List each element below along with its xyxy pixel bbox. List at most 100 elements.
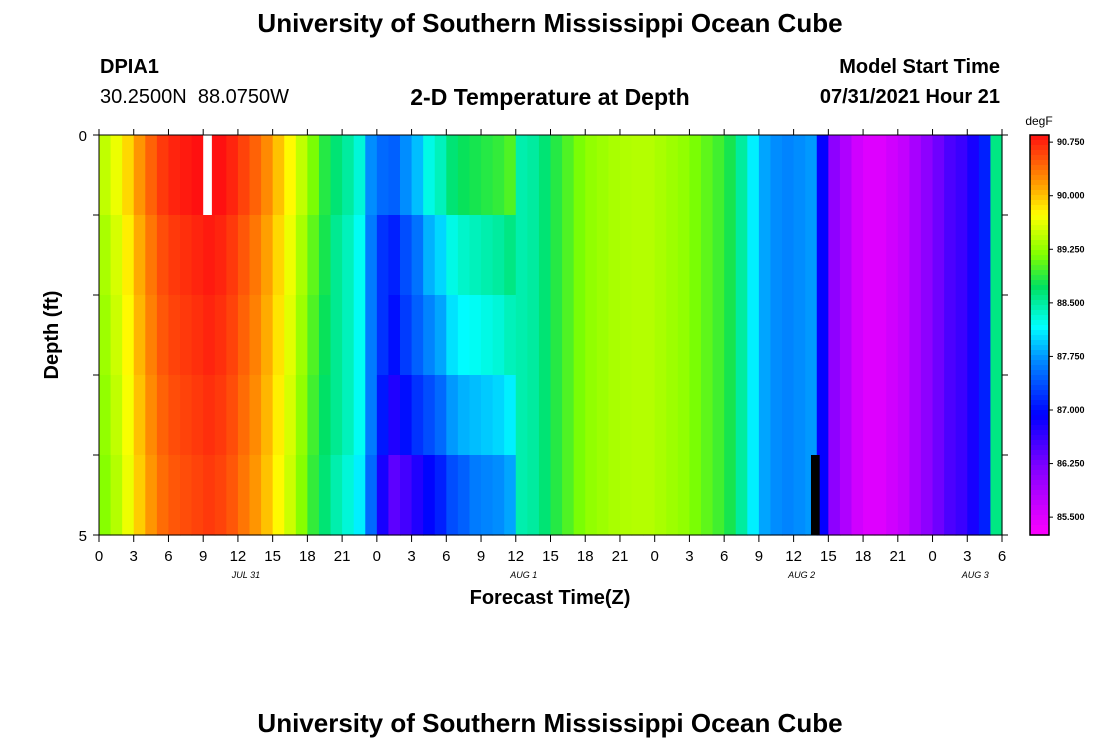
heatmap-cell: [828, 295, 841, 376]
colorbar-segment: [1030, 355, 1049, 361]
date-label: AUG 2: [787, 570, 815, 580]
colorbar-segment: [1030, 345, 1049, 351]
heatmap-cell: [886, 455, 899, 536]
heatmap-cell: [214, 375, 227, 456]
colorbar-segment: [1030, 405, 1049, 411]
heatmap-cell: [237, 295, 251, 376]
heatmap-cell: [457, 135, 471, 216]
heatmap-cell: [747, 295, 760, 376]
colorbar-segment: [1030, 185, 1049, 191]
heatmap-cell: [666, 375, 679, 456]
heatmap-cell: [920, 135, 934, 216]
colorbar-segment: [1030, 195, 1049, 201]
heatmap-cell: [423, 455, 436, 536]
heatmap-cell: [573, 455, 586, 536]
heatmap-cell: [550, 375, 563, 456]
heatmap-cell: [411, 455, 424, 536]
heatmap-cell: [828, 375, 841, 456]
heatmap-cell: [318, 215, 332, 296]
model-start-label: Model Start Time: [839, 56, 1000, 78]
heatmap-cell: [272, 455, 285, 536]
heatmap-cell: [793, 455, 806, 536]
colorbar-segment: [1030, 490, 1049, 496]
heatmap-cell: [619, 215, 633, 296]
heatmap-cell: [886, 295, 899, 376]
x-tick-label: 0: [928, 548, 936, 565]
heatmap-cell: [689, 455, 702, 536]
heatmap-cell: [666, 135, 679, 216]
heatmap-cell: [701, 455, 714, 536]
heatmap-cell: [897, 375, 910, 456]
colorbar-frame: [1029, 134, 1050, 536]
colorbar-segment: [1030, 470, 1049, 476]
heatmap-cell: [400, 455, 413, 536]
colorbar-segment: [1030, 210, 1049, 216]
heatmap-cell: [272, 295, 285, 376]
heatmap-cell: [284, 375, 297, 456]
heatmap-cell: [99, 215, 112, 296]
heatmap-cell: [805, 375, 818, 456]
heatmap-cell: [515, 455, 528, 536]
heatmap-cell: [654, 295, 667, 376]
heatmap-cell: [967, 135, 980, 216]
heatmap-cell: [469, 215, 482, 296]
heatmap-cell: [874, 455, 887, 536]
x-tick-label: 6: [998, 548, 1006, 565]
heatmap-cell: [863, 215, 876, 296]
heatmap-cell: [816, 135, 829, 216]
heatmap-cell: [145, 375, 158, 456]
heatmap-cell: [203, 295, 216, 376]
heatmap-cell: [353, 455, 366, 536]
heatmap-cell: [643, 455, 656, 536]
heatmap-cell: [828, 215, 841, 296]
colorbar-segment: [1030, 475, 1049, 481]
heatmap-cell: [782, 455, 795, 536]
heatmap-cell: [585, 135, 598, 216]
heatmap-cell: [156, 215, 170, 296]
heatmap-cell: [596, 455, 609, 536]
heatmap-cell: [724, 135, 737, 216]
heatmap-cell: [816, 455, 829, 536]
colorbar-segment: [1030, 200, 1049, 206]
heatmap-cell: [191, 455, 204, 536]
heatmap-cell: [573, 135, 586, 216]
heatmap-cell: [944, 215, 957, 296]
colorbar: 90.750 90.000 89.250 88.500 87.750 87.000 86.2…: [1029, 134, 1085, 536]
heatmap-cell: [909, 375, 922, 456]
x-tick-label: 15: [264, 548, 281, 565]
heatmap-cell: [735, 455, 748, 536]
heatmap-cell: [180, 215, 193, 296]
heatmap-cell: [168, 295, 181, 376]
heatmap-cell: [839, 135, 853, 216]
heatmap-cell: [249, 215, 262, 296]
colorbar-segment: [1030, 455, 1049, 461]
colorbar-segment: [1030, 460, 1049, 466]
x-tick-label: 3: [685, 548, 693, 565]
heatmap-cell: [318, 135, 332, 216]
colorbar-segment: [1030, 300, 1049, 306]
heatmap-cell: [203, 215, 216, 296]
heatmap-cell: [920, 375, 934, 456]
heatmap-cell: [689, 135, 702, 216]
heatmap-cell: [990, 375, 1003, 456]
heatmap-cell: [909, 215, 922, 296]
colorbar-segment: [1030, 160, 1049, 166]
heatmap-cell: [434, 375, 447, 456]
heatmap-cell: [782, 375, 795, 456]
heatmap-cell: [515, 215, 528, 296]
heatmap-cell: [226, 215, 239, 296]
heatmap-cell: [724, 295, 737, 376]
heatmap-cell: [261, 455, 274, 536]
heatmap-cell: [492, 135, 505, 216]
heatmap-cell: [180, 375, 193, 456]
heatmap-cell: [932, 215, 945, 296]
heatmap-cell: [318, 375, 332, 456]
heatmap-cell: [851, 375, 864, 456]
heatmap-cell: [851, 295, 864, 376]
heatmap-cell: [272, 375, 285, 456]
heatmap-cell: [191, 375, 204, 456]
heatmap-cell: [782, 295, 795, 376]
heatmap-cell: [481, 135, 494, 216]
colorbar-segment: [1030, 255, 1049, 261]
heatmap-cell: [770, 295, 783, 376]
